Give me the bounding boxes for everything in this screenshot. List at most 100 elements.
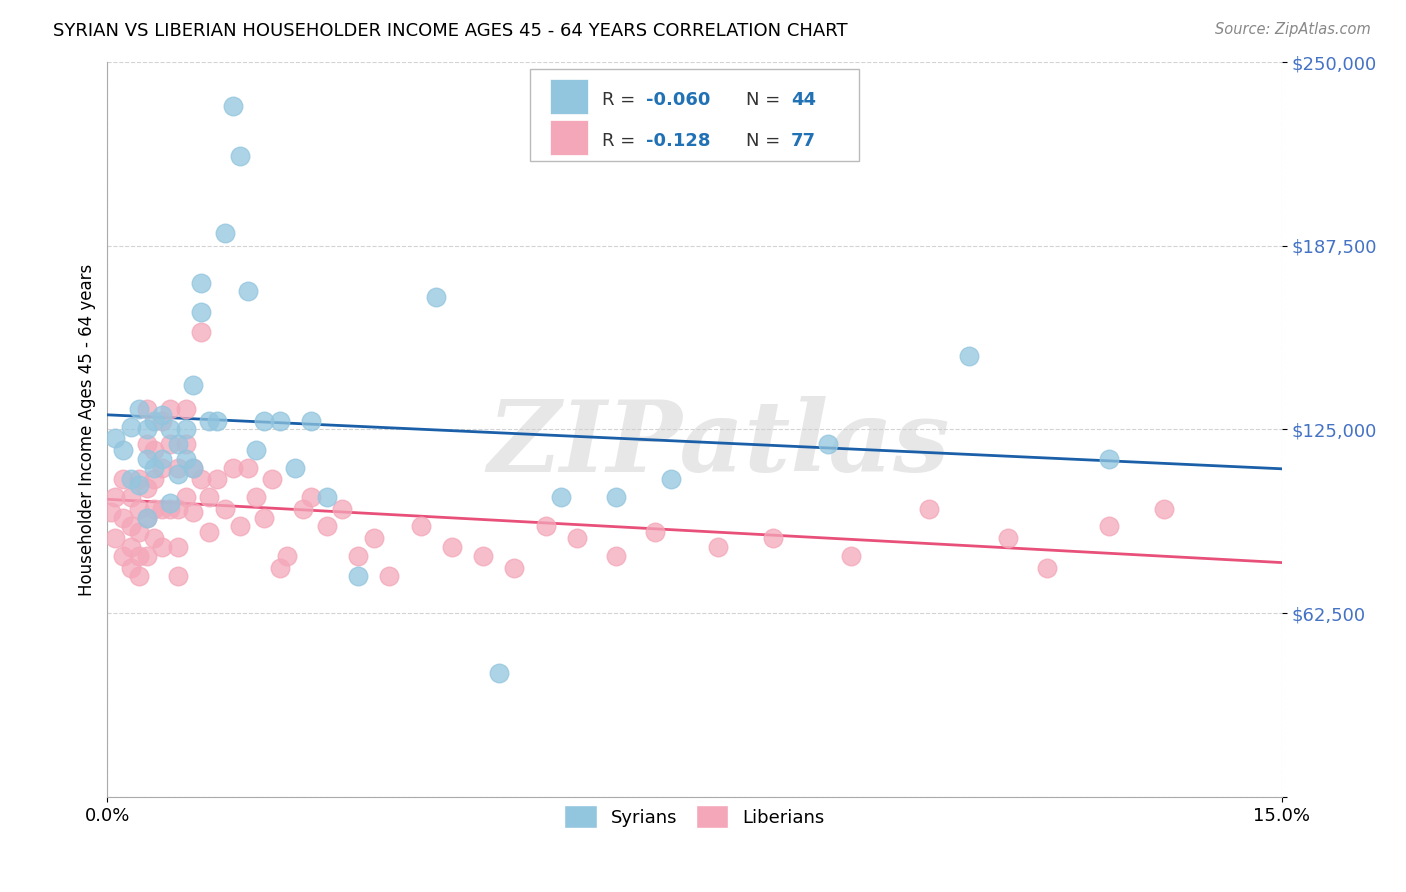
Point (128, 569, 150, 583)
Point (135, 451, 157, 466)
Point (143, 472, 166, 486)
Point (128, 401, 150, 416)
Text: ZIPatlas: ZIPatlas (486, 396, 949, 492)
Text: N =: N = (747, 91, 786, 109)
Point (135, 401, 157, 416)
Point (1098, 519, 1121, 533)
Point (166, 437, 188, 451)
Point (159, 501, 181, 516)
Point (128, 472, 150, 486)
Text: Source: ZipAtlas.com: Source: ZipAtlas.com (1215, 22, 1371, 37)
Point (238, 285, 260, 299)
Bar (550, 120, 588, 155)
Point (644, 525, 666, 540)
Point (150, 408, 173, 422)
Point (143, 414, 166, 428)
Point (166, 467, 188, 481)
Legend: Syrians, Liberians: Syrians, Liberians (557, 797, 832, 836)
Point (997, 531, 1019, 545)
Point (269, 414, 291, 428)
Point (472, 549, 495, 563)
Point (150, 501, 173, 516)
Point (1036, 560, 1059, 574)
Point (245, 443, 267, 458)
Point (104, 431, 127, 445)
Point (957, 349, 980, 363)
Point (150, 460, 173, 475)
Point (190, 276, 212, 290)
Point (205, 414, 228, 428)
Point (839, 549, 862, 563)
Text: -0.060: -0.060 (647, 91, 711, 109)
Point (253, 510, 276, 524)
Point (707, 540, 730, 554)
Point (166, 460, 188, 475)
Point (143, 531, 166, 545)
Point (315, 519, 337, 533)
Point (183, 505, 205, 519)
Point (762, 531, 785, 545)
Point (817, 437, 839, 451)
Point (120, 419, 142, 434)
Point (190, 472, 212, 486)
Point (214, 226, 236, 240)
Point (120, 560, 142, 574)
Point (550, 490, 572, 504)
Point (174, 437, 197, 451)
Point (347, 569, 370, 583)
Point (605, 549, 627, 563)
Text: R =: R = (602, 132, 647, 150)
Point (198, 490, 221, 504)
Point (135, 510, 157, 524)
Point (605, 490, 627, 504)
Point (150, 451, 173, 466)
Point (150, 540, 173, 554)
Point (284, 460, 307, 475)
Point (330, 501, 353, 516)
Point (159, 496, 181, 510)
Point (918, 501, 941, 516)
Point (1153, 501, 1175, 516)
Point (135, 437, 157, 451)
Point (135, 422, 157, 436)
Point (112, 443, 135, 458)
Point (347, 549, 370, 563)
Point (245, 490, 267, 504)
Point (120, 490, 142, 504)
Point (198, 525, 221, 540)
Point (159, 401, 181, 416)
Point (565, 531, 588, 545)
Point (198, 414, 221, 428)
Point (143, 501, 166, 516)
Point (128, 549, 150, 563)
Text: N =: N = (747, 132, 786, 150)
Point (229, 519, 252, 533)
Point (276, 549, 298, 563)
Point (299, 490, 322, 504)
Text: -0.128: -0.128 (647, 132, 711, 150)
Point (378, 569, 401, 583)
Point (166, 540, 188, 554)
Point (174, 422, 197, 436)
Point (135, 510, 157, 524)
Point (128, 525, 150, 540)
Point (112, 472, 135, 486)
Point (425, 290, 447, 304)
Text: 77: 77 (790, 132, 815, 150)
Text: R =: R = (602, 91, 641, 109)
Point (174, 490, 197, 504)
Point (159, 437, 181, 451)
Point (128, 501, 150, 516)
Point (120, 472, 142, 486)
Point (100, 505, 122, 519)
Point (260, 472, 283, 486)
Text: SYRIAN VS LIBERIAN HOUSEHOLDER INCOME AGES 45 - 64 YEARS CORRELATION CHART: SYRIAN VS LIBERIAN HOUSEHOLDER INCOME AG… (53, 22, 848, 40)
Point (166, 569, 188, 583)
Point (503, 560, 526, 574)
FancyBboxPatch shape (530, 70, 859, 161)
Point (488, 666, 510, 681)
Point (1098, 451, 1121, 466)
Point (205, 472, 228, 486)
Point (315, 490, 337, 504)
Point (299, 414, 322, 428)
